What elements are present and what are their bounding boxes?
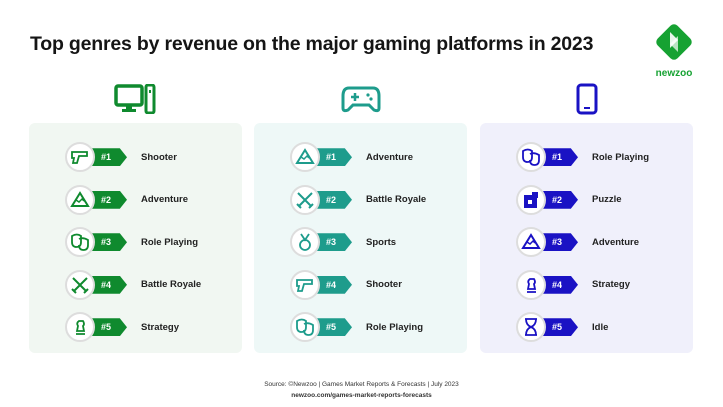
rank-badge: #5 (316, 318, 352, 337)
genre-label: Battle Royale (141, 279, 202, 291)
genre-row: #4 Strategy (480, 264, 693, 307)
masks-icon (290, 312, 320, 343)
genre-row: #2 Battle Royale (254, 179, 467, 222)
rank-badge: #3 (542, 233, 578, 252)
genre-row: #1 Role Playing (480, 136, 693, 179)
genre-panel: #1 Shooter #2 Adventure #3 Role Playing … (29, 123, 242, 353)
rank-badge: #5 (91, 318, 127, 337)
gun-icon (290, 269, 320, 300)
genre-label: Adventure (592, 236, 639, 248)
genre-row: #5 Strategy (29, 306, 242, 349)
genre-label: Adventure (366, 151, 413, 163)
rank-badge: #1 (91, 148, 127, 167)
page-title: Top genres by revenue on the major gamin… (30, 33, 594, 55)
genre-row: #5 Idle (480, 306, 693, 349)
rank-badge: #4 (91, 275, 127, 294)
medal-icon (290, 227, 320, 258)
platform-column-pc: #1 Shooter #2 Adventure #3 Role Playing … (29, 80, 242, 353)
rank-badge: #4 (316, 275, 352, 294)
swords-icon (290, 184, 320, 215)
genre-panel: #1 Role Playing #2 Puzzle #3 Adventure #… (480, 123, 693, 353)
genre-label: Strategy (141, 321, 180, 333)
genre-row: #2 Adventure (29, 179, 242, 222)
platform-column-mobile: #1 Role Playing #2 Puzzle #3 Adventure #… (480, 80, 693, 353)
genre-row: #4 Shooter (254, 264, 467, 307)
genre-label: Battle Royale (366, 194, 427, 206)
genre-row: #3 Role Playing (29, 221, 242, 264)
source-url[interactable]: newzoo.com/games-market-reports-forecast… (291, 392, 432, 399)
genre-row: #3 Adventure (480, 221, 693, 264)
genre-panel: #1 Adventure #2 Battle Royale #3 Sports … (254, 123, 467, 353)
hourglass-icon (516, 312, 546, 343)
rank-badge: #3 (91, 233, 127, 252)
rank-badge: #1 (542, 148, 578, 167)
gamepad-icon (254, 80, 467, 118)
desktop-pc-icon (29, 80, 242, 118)
puzzle-icon (516, 184, 546, 215)
swords-icon (65, 269, 95, 300)
genre-row: #1 Shooter (29, 136, 242, 179)
rank-badge: #3 (316, 233, 352, 252)
rank-badge: #2 (542, 190, 578, 209)
rank-badge: #1 (316, 148, 352, 167)
newzoo-logo-icon (656, 24, 692, 60)
rank-badge: #4 (542, 275, 578, 294)
genre-label: Shooter (141, 151, 177, 163)
genre-label: Adventure (141, 194, 188, 206)
chess-icon (65, 312, 95, 343)
genre-row: #1 Adventure (254, 136, 467, 179)
genre-row: #2 Puzzle (480, 179, 693, 222)
rank-badge: #5 (542, 318, 578, 337)
rank-badge: #2 (316, 190, 352, 209)
chess-icon (516, 269, 546, 300)
rank-badge: #2 (91, 190, 127, 209)
mountain-icon (65, 184, 95, 215)
logo-text: newzoo (655, 68, 693, 79)
genre-label: Puzzle (592, 194, 622, 206)
mountain-icon (516, 227, 546, 258)
genre-row: #5 Role Playing (254, 306, 467, 349)
genre-label: Role Playing (366, 321, 424, 333)
genre-row: #3 Sports (254, 221, 467, 264)
platform-column-console: #1 Adventure #2 Battle Royale #3 Sports … (254, 80, 467, 353)
masks-icon (65, 227, 95, 258)
source-note: Source: ©Newzoo | Games Market Reports &… (264, 381, 459, 388)
gun-icon (65, 142, 95, 173)
genre-label: Sports (366, 236, 397, 248)
masks-icon (516, 142, 546, 173)
genre-row: #4 Battle Royale (29, 264, 242, 307)
genre-label: Shooter (366, 279, 402, 291)
genre-label: Idle (592, 321, 609, 333)
genre-label: Strategy (592, 279, 631, 291)
smartphone-icon (480, 80, 693, 118)
genre-label: Role Playing (141, 236, 199, 248)
newzoo-logo: newzoo (652, 22, 696, 79)
genre-label: Role Playing (592, 151, 650, 163)
mountain-icon (290, 142, 320, 173)
